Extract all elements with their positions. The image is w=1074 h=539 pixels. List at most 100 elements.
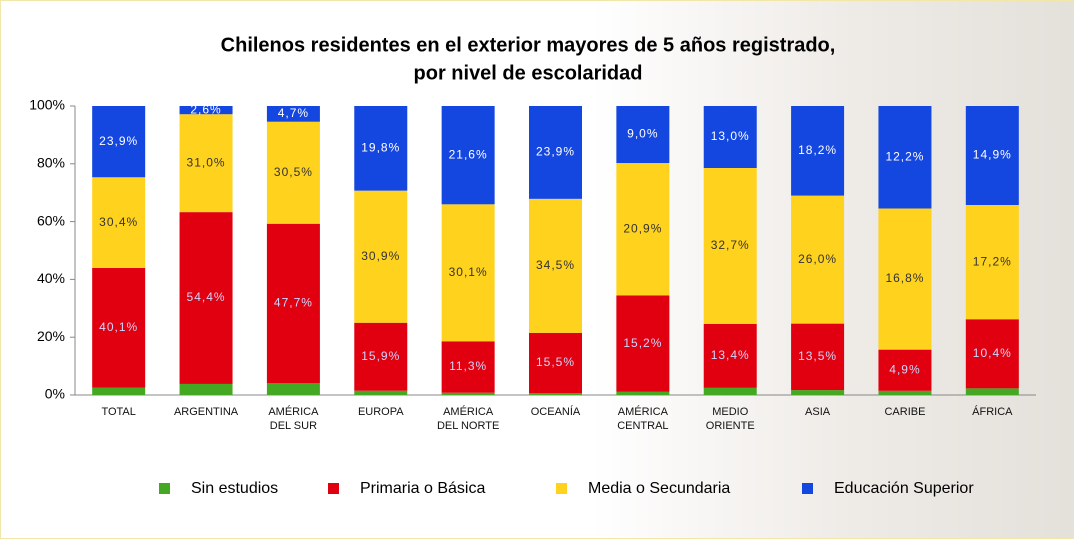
bar-segment — [529, 198, 582, 333]
value-label: 30,4% — [99, 215, 138, 229]
bar-segment — [92, 106, 146, 178]
value-label: 19,8% — [361, 140, 400, 154]
value-label: 16,8% — [885, 271, 924, 285]
bar-segment — [441, 204, 495, 342]
value-label: 13,5% — [798, 349, 837, 363]
legend-swatch — [328, 483, 339, 494]
y-tick-label: 0% — [45, 386, 65, 402]
value-label: 18,2% — [798, 143, 837, 157]
value-label: 9,0% — [627, 127, 658, 141]
value-label: 14,9% — [973, 148, 1012, 162]
chart-title: por nivel de escolaridad — [414, 62, 643, 84]
legend-label: Sin estudios — [191, 480, 278, 497]
value-label: 15,9% — [361, 349, 400, 363]
value-label: 12,2% — [885, 149, 924, 163]
bar-segment — [441, 341, 495, 393]
value-label: 23,9% — [536, 145, 575, 159]
bar-segment — [266, 223, 320, 384]
value-label: 32,7% — [711, 238, 750, 252]
x-tick-label: TOTAL — [101, 406, 136, 418]
bar-segment — [965, 388, 1019, 395]
bar-segment — [965, 106, 1019, 205]
y-tick-label: 80% — [37, 155, 65, 171]
bar-segment — [354, 322, 408, 391]
value-label: 30,5% — [274, 165, 313, 179]
y-tick-label: 20% — [37, 328, 65, 344]
bar-segment — [354, 390, 408, 395]
value-label: 4,7% — [278, 106, 309, 120]
value-label: 31,0% — [187, 155, 226, 169]
bar-segment — [354, 190, 408, 323]
bar-segment — [179, 383, 233, 395]
bar-segment — [266, 121, 320, 224]
x-tick-label: AMÉRICA DEL NORTE — [436, 406, 500, 432]
bar-segment — [791, 106, 845, 196]
value-label: 13,0% — [711, 129, 750, 143]
value-label: 13,4% — [711, 348, 750, 362]
bar-segment — [441, 392, 495, 395]
x-tick-label: MEDIO ORIENTE — [705, 406, 755, 432]
legend-label: Educación Superior — [834, 480, 974, 497]
y-tick-label: 100% — [29, 97, 65, 113]
bar-segment — [791, 195, 845, 324]
bar-segment — [791, 323, 845, 391]
x-tick-label: AMÉRICA CENTRAL — [617, 406, 669, 432]
bar-segment — [703, 387, 757, 395]
value-label: 11,3% — [449, 359, 487, 373]
value-label: 21,6% — [449, 147, 488, 161]
value-label: 54,4% — [187, 290, 226, 304]
value-label: 30,1% — [449, 265, 488, 279]
bar-segment — [703, 106, 757, 168]
bar-segment — [266, 383, 320, 395]
bar-segment — [529, 393, 582, 395]
legend-swatch — [802, 483, 813, 494]
value-label: 17,2% — [973, 254, 1012, 268]
value-label: 34,5% — [536, 258, 575, 272]
legend-swatch — [556, 483, 567, 494]
x-tick-label: OCEANÍA — [530, 406, 581, 418]
value-label: 20,9% — [623, 221, 662, 235]
x-tick-label: EUROPA — [357, 406, 404, 418]
value-label: 23,9% — [99, 134, 138, 148]
bar-segment — [616, 391, 670, 395]
bar-segment — [529, 106, 582, 199]
bar-segment — [616, 295, 670, 392]
bar-segment — [703, 167, 757, 324]
x-tick-label: AMÉRICA DEL SUR — [268, 406, 319, 432]
x-tick-label: ASIA — [805, 406, 831, 418]
bar-segment — [878, 349, 932, 391]
bar-segment — [92, 387, 146, 395]
bar-segment — [791, 390, 845, 395]
value-label: 47,7% — [274, 296, 313, 310]
bar-segment — [266, 106, 320, 122]
value-label: 26,0% — [798, 252, 837, 266]
bar-segment — [441, 106, 495, 205]
y-tick-label: 60% — [37, 212, 65, 228]
value-label: 4,9% — [889, 362, 920, 376]
value-label: 30,9% — [361, 249, 400, 263]
value-label: 15,5% — [536, 355, 575, 369]
bar-segment — [965, 204, 1019, 320]
value-label: 15,2% — [623, 336, 662, 350]
y-tick-label: 40% — [37, 270, 65, 286]
legend-label: Media o Secundaria — [588, 480, 730, 497]
bar-segment — [529, 332, 582, 394]
bar-segment — [878, 106, 932, 209]
bar-segment — [179, 114, 233, 213]
x-tick-label: CARIBE — [884, 406, 926, 418]
x-tick-label: ARGENTINA — [173, 406, 239, 418]
chart-title: Chilenos residentes en el exterior mayor… — [221, 34, 836, 56]
bar-segment — [179, 106, 233, 115]
value-label: 10,4% — [973, 346, 1012, 360]
bar-segment — [616, 163, 670, 296]
bar-segment — [92, 177, 146, 268]
bar-segment — [179, 212, 233, 384]
value-label: 2,6% — [190, 102, 221, 116]
bar-segment — [878, 390, 932, 395]
bar-segment — [878, 208, 932, 350]
bar-segment — [616, 106, 670, 164]
value-label: 40,1% — [99, 320, 138, 334]
bar-segment — [703, 323, 757, 388]
